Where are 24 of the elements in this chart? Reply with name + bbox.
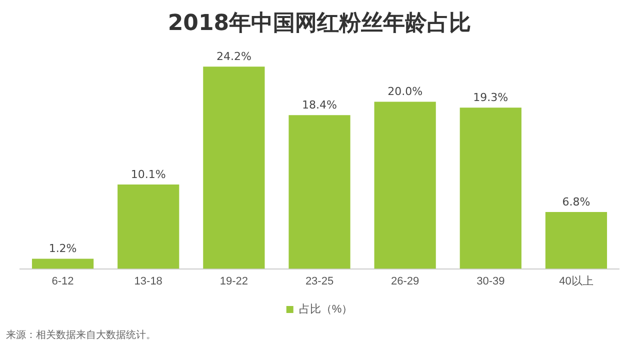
data-label: 20.0% <box>388 85 423 98</box>
bar <box>203 66 265 269</box>
data-label: 24.2% <box>216 50 252 64</box>
data-label: 19.3% <box>473 90 508 104</box>
x-tick-label: 30-39 <box>476 275 505 288</box>
data-label: 1.2% <box>48 242 77 256</box>
x-tick-label: 23-25 <box>305 275 334 288</box>
x-tick-label: 26-29 <box>391 275 420 288</box>
legend-label: 占比（%） <box>298 302 353 316</box>
bar <box>374 102 436 269</box>
x-tick-label: 40以上 <box>559 274 594 288</box>
bar <box>288 115 350 269</box>
data-label: 6.8% <box>562 195 590 208</box>
source-note: 来源：相关数据来自大数据统计。 <box>6 328 156 342</box>
data-label: 18.4% <box>302 98 337 112</box>
data-label: 10.1% <box>130 168 166 181</box>
chart-title: 2018年中国网红粉丝年龄占比 <box>166 10 472 38</box>
bar <box>460 108 522 269</box>
x-tick-label: 19-22 <box>220 275 248 288</box>
bar <box>545 212 608 269</box>
x-tick-label: 6-12 <box>52 275 74 288</box>
bar <box>118 184 180 269</box>
x-tick-label: 13-18 <box>134 275 162 288</box>
bar <box>32 258 94 269</box>
